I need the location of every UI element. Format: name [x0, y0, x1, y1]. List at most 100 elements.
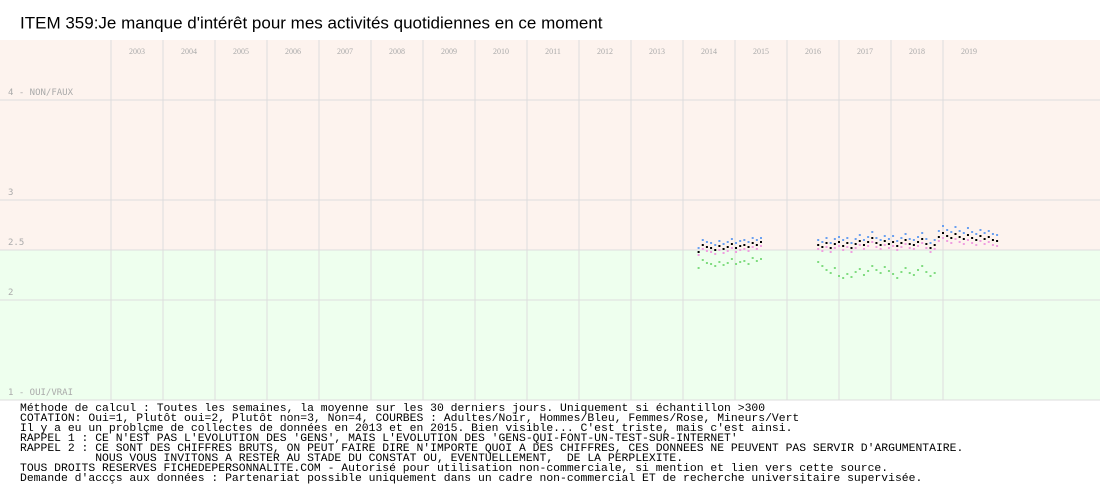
point	[842, 245, 845, 247]
point	[987, 236, 990, 238]
point	[705, 262, 708, 264]
point	[854, 238, 857, 240]
point	[867, 241, 870, 243]
point	[867, 245, 870, 247]
point	[887, 238, 890, 240]
point	[730, 238, 733, 240]
point	[933, 248, 936, 250]
point	[904, 243, 907, 245]
y-tick-label: 2	[8, 288, 13, 298]
point	[875, 237, 878, 239]
point	[755, 239, 758, 241]
point	[921, 238, 924, 240]
point	[917, 236, 920, 238]
point	[739, 261, 742, 263]
point	[821, 241, 824, 243]
point	[908, 243, 911, 245]
point	[833, 247, 836, 249]
point	[726, 241, 729, 243]
point	[825, 237, 828, 239]
x-tick-label: 2019	[961, 47, 977, 56]
point	[983, 243, 986, 245]
note-line: RAPPEL 2 : CE SONT DES CHIFFRES BRUTS, O…	[20, 443, 963, 455]
point	[710, 247, 713, 249]
point	[925, 271, 928, 273]
point	[962, 232, 965, 234]
x-tick-label: 2007	[337, 47, 353, 56]
point	[701, 259, 704, 261]
point	[904, 233, 907, 235]
point	[714, 244, 717, 246]
point	[883, 235, 886, 237]
point	[747, 263, 750, 265]
point	[875, 246, 878, 248]
point	[979, 229, 982, 231]
point	[760, 258, 762, 260]
point	[747, 250, 750, 252]
note-line: COTATION: Oui=1, Plutôt oui=2, Plutôt no…	[20, 413, 799, 425]
point	[958, 241, 961, 243]
point	[958, 230, 961, 232]
point	[751, 237, 754, 239]
point	[743, 248, 746, 250]
notes: Méthode de calcul : Toutes les semaines,…	[20, 403, 963, 485]
point	[925, 247, 928, 249]
point	[971, 237, 974, 239]
point	[991, 244, 994, 246]
point	[875, 269, 878, 271]
point	[954, 233, 957, 235]
point	[722, 243, 725, 245]
point	[854, 271, 857, 273]
point	[921, 232, 924, 234]
point	[942, 232, 944, 234]
point	[850, 251, 853, 253]
point	[912, 248, 915, 250]
point	[929, 251, 932, 253]
point	[971, 242, 974, 244]
point	[954, 226, 957, 228]
point	[991, 233, 994, 235]
point	[817, 248, 820, 250]
point	[833, 267, 836, 269]
point	[887, 247, 890, 249]
point	[854, 247, 857, 249]
point	[854, 243, 857, 245]
point	[879, 272, 882, 274]
point	[735, 242, 738, 244]
point	[996, 234, 999, 236]
point	[987, 241, 990, 243]
note-line: NOUS VOUS INVITONS A RESTER AU STADE DU …	[20, 453, 683, 465]
x-tick-label: 2006	[285, 47, 301, 56]
point	[958, 236, 961, 238]
point	[933, 244, 936, 246]
point	[862, 244, 865, 246]
point	[751, 257, 754, 259]
point	[747, 246, 750, 248]
point	[838, 236, 840, 238]
lower-band	[0, 250, 1100, 400]
point	[743, 239, 746, 241]
point	[929, 242, 932, 244]
point	[714, 265, 717, 267]
note-line: Il y a eu un problçme de collectes de do…	[20, 423, 792, 435]
point	[817, 261, 820, 263]
point	[714, 253, 717, 255]
point	[842, 239, 845, 241]
point	[971, 231, 974, 233]
point	[917, 245, 920, 247]
point	[739, 249, 742, 251]
point	[701, 244, 704, 246]
point	[730, 258, 733, 260]
point	[883, 244, 886, 246]
point	[710, 242, 713, 244]
point	[821, 246, 824, 248]
point	[743, 260, 746, 262]
point	[697, 254, 700, 256]
point	[975, 233, 978, 235]
point	[850, 247, 853, 249]
note-line: TOUS DROITS RESERVES FICHEDEPERSONNALITE…	[20, 463, 888, 475]
point	[825, 269, 828, 271]
point	[996, 240, 999, 242]
point	[829, 251, 832, 253]
